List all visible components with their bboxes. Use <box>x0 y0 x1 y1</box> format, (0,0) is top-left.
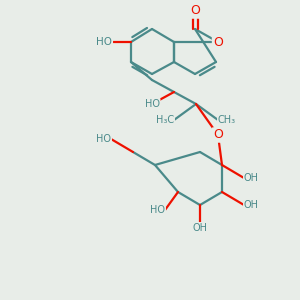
Text: O: O <box>213 35 223 49</box>
Text: CH₃: CH₃ <box>218 115 236 125</box>
Text: HO: HO <box>145 99 160 109</box>
Text: HO: HO <box>96 134 111 144</box>
Text: H₃C: H₃C <box>156 115 174 125</box>
Text: HO: HO <box>150 205 165 215</box>
Text: O: O <box>213 128 223 142</box>
Text: OH: OH <box>193 223 208 233</box>
Text: HO: HO <box>96 37 112 47</box>
Text: O: O <box>190 4 200 17</box>
Text: OH: OH <box>244 200 259 210</box>
Text: OH: OH <box>244 173 259 183</box>
